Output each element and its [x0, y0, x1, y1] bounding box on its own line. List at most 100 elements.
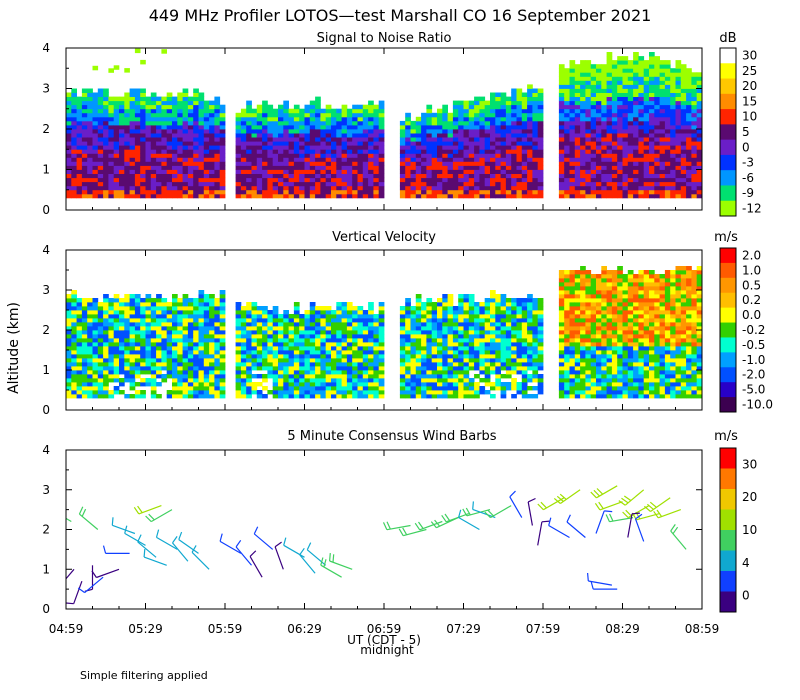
heatmap-cell: [437, 177, 443, 183]
heatmap-cell: [532, 193, 539, 199]
heatmap-cell: [458, 108, 464, 114]
heatmap-cell: [670, 68, 676, 73]
heatmap-cell: [680, 193, 687, 199]
heatmap-cell: [373, 354, 380, 359]
heatmap-cell: [368, 116, 374, 122]
heatmap-cell: [373, 185, 380, 191]
heatmap-cell: [304, 314, 311, 319]
heatmap-cell: [569, 193, 576, 199]
heatmap-cell: [558, 181, 565, 187]
colorbar-label: 5: [742, 125, 750, 139]
heatmap-cell: [527, 169, 533, 174]
heatmap-cell: [172, 298, 178, 303]
heatmap-cell: [357, 310, 364, 315]
heatmap-cell: [452, 165, 459, 170]
heatmap-cell: [198, 161, 205, 166]
heatmap-cell: [516, 185, 523, 191]
heatmap-cell: [442, 318, 448, 323]
heatmap-cell: [166, 322, 173, 327]
heatmap-cell: [490, 294, 496, 299]
heatmap-cell: [66, 92, 72, 97]
heatmap-cell: [458, 153, 464, 158]
heatmap-cell: [368, 193, 374, 199]
heatmap-cell: [203, 318, 210, 323]
heatmap-cell: [161, 298, 168, 303]
heatmap-cell: [458, 124, 464, 130]
heatmap-cell: [119, 390, 125, 395]
heatmap-cell: [214, 390, 221, 395]
heatmap-cell: [484, 302, 491, 307]
heatmap-cell: [156, 374, 162, 379]
heatmap-cell: [172, 378, 178, 383]
heatmap-cell: [193, 310, 199, 315]
heatmap-cell: [627, 133, 634, 138]
heatmap-cell: [97, 386, 104, 391]
heatmap-cell: [373, 153, 380, 158]
heatmap-cell: [569, 181, 576, 187]
heatmap-cell: [495, 145, 501, 150]
heatmap-cell: [256, 124, 263, 130]
heatmap-cell: [606, 129, 613, 134]
heatmap-cell: [659, 181, 666, 187]
heatmap-cell: [256, 145, 263, 150]
heatmap-cell: [92, 157, 99, 162]
heatmap-cell: [140, 390, 146, 395]
heatmap-cell: [415, 342, 422, 347]
heatmap-cell: [447, 173, 454, 179]
heatmap-cell: [156, 338, 162, 343]
heatmap-cell: [649, 72, 655, 77]
heatmap-cell: [219, 346, 226, 351]
heatmap-cell: [479, 306, 486, 311]
heatmap-cell: [140, 362, 146, 367]
heatmap-cell: [134, 342, 141, 347]
heatmap-cell: [426, 120, 433, 126]
heatmap-cell: [97, 124, 104, 130]
heatmap-cell: [309, 374, 316, 379]
heatmap-cell: [532, 88, 539, 93]
heatmap-cell: [134, 112, 141, 118]
heatmap-cell: [574, 92, 581, 97]
heatmap-cell: [76, 129, 83, 134]
heatmap-cell: [140, 133, 146, 138]
heatmap-cell: [187, 342, 194, 347]
heatmap-cell: [596, 68, 602, 73]
heatmap-cell: [97, 338, 104, 343]
heatmap-cell: [288, 362, 295, 367]
heatmap-cell: [458, 169, 464, 174]
heatmap-cell: [235, 185, 242, 191]
heatmap-cell: [198, 350, 205, 355]
heatmap-cell: [76, 358, 83, 363]
heatmap-cell: [246, 116, 252, 122]
heatmap-cell: [309, 137, 316, 142]
heatmap-cell: [267, 153, 274, 158]
heatmap-cell: [219, 358, 226, 363]
heatmap-cell: [113, 96, 120, 102]
heatmap-cell: [447, 334, 454, 339]
heatmap-cell: [331, 338, 337, 343]
heatmap-cell: [81, 145, 88, 150]
heatmap-cell: [256, 322, 263, 327]
heatmap-cell: [580, 104, 586, 110]
heatmap-cell: [203, 326, 210, 331]
heatmap-cell: [368, 129, 374, 134]
heatmap-cell: [378, 382, 385, 387]
heatmap-cell: [203, 165, 210, 170]
heatmap-cell: [219, 137, 226, 142]
heatmap-cell: [251, 133, 258, 138]
heatmap-cell: [320, 358, 327, 363]
heatmap-cell: [129, 112, 136, 118]
heatmap-cell: [272, 185, 279, 191]
heatmap-cell: [368, 342, 374, 347]
heatmap-cell: [447, 129, 454, 134]
heatmap-cell: [516, 334, 523, 339]
heatmap-cell: [150, 112, 157, 118]
heatmap-cell: [426, 169, 433, 174]
heatmap-cell: [209, 173, 215, 179]
heatmap-cell: [474, 302, 480, 307]
heatmap-cell: [564, 173, 570, 179]
heatmap-cell: [66, 378, 72, 383]
heatmap-cell: [76, 362, 83, 367]
heatmap-cell: [145, 116, 152, 122]
heatmap-cell: [251, 334, 258, 339]
heatmap-cell: [214, 104, 221, 110]
